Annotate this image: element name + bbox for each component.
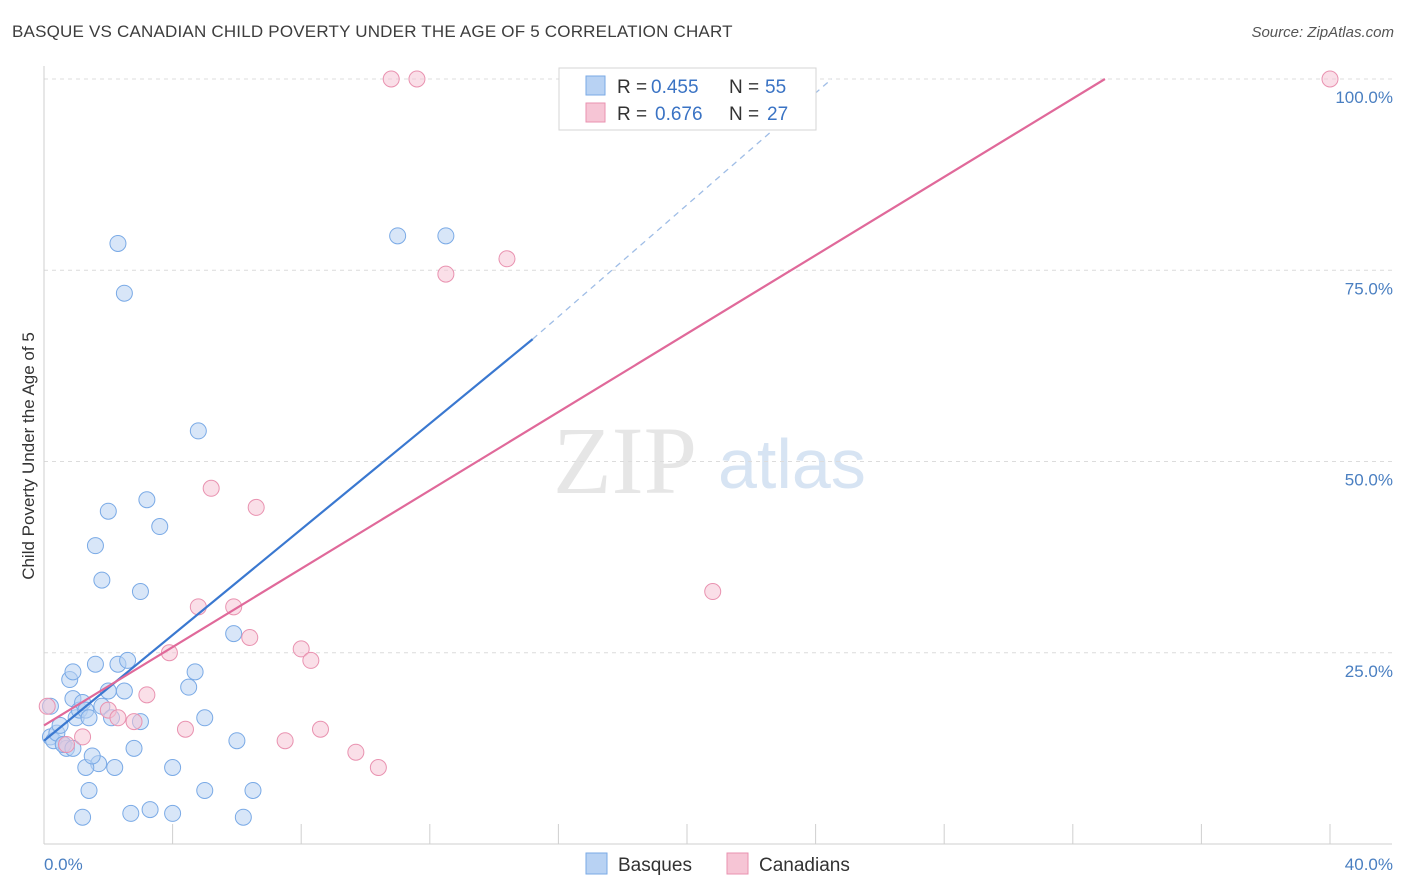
point-canadians: [74, 728, 92, 746]
point-basques: [83, 747, 101, 765]
point-basques: [189, 422, 207, 440]
series-legend-label-canadians: Canadians: [759, 855, 850, 876]
point-basques: [106, 759, 124, 776]
point-basques: [138, 491, 156, 509]
legend-r-value-basques: 0.455: [651, 77, 699, 98]
series-legend-swatch-basques: [585, 852, 608, 875]
watermark-atlas: atlas: [718, 425, 866, 503]
point-canadians: [38, 697, 56, 715]
point-canadians: [202, 479, 220, 497]
y-tick-labels: 25.0% 50.0% 75.0% 100.0%: [1335, 88, 1393, 681]
legend-r-value-canadians: 0.676: [655, 104, 703, 125]
point-basques: [151, 518, 169, 536]
x-tick-labels: 0.0% 40.0%: [44, 855, 1393, 874]
point-canadians: [125, 713, 143, 731]
trend-line-basques: [43, 338, 534, 742]
legend-n-value-canadians: 27: [767, 104, 788, 125]
point-basques: [437, 227, 455, 245]
point-basques: [228, 732, 246, 750]
point-basques: [86, 537, 104, 555]
series-legend-label-basques: Basques: [618, 855, 692, 876]
point-basques: [122, 804, 140, 822]
point-basques: [244, 781, 262, 799]
point-canadians: [437, 265, 455, 283]
x-tick-label: 40.0%: [1345, 855, 1393, 874]
point-canadians: [189, 598, 207, 616]
series-legend: Basques Canadians: [585, 852, 850, 876]
point-basques: [141, 801, 159, 819]
point-canadians: [241, 628, 259, 646]
y-tick-label: 75.0%: [1345, 279, 1393, 298]
point-basques: [115, 284, 133, 302]
point-basques: [86, 655, 104, 673]
point-canadians: [408, 70, 426, 88]
watermark: ZIP atlas: [553, 407, 866, 514]
legend-swatch-canadians: [585, 102, 606, 123]
point-basques: [131, 583, 149, 601]
point-canadians: [498, 250, 516, 268]
point-basques: [225, 625, 243, 643]
point-canadians: [369, 759, 387, 776]
point-basques: [99, 502, 117, 520]
y-tick-label: 50.0%: [1345, 471, 1393, 490]
point-basques: [64, 663, 82, 681]
point-basques: [80, 709, 98, 727]
point-basques: [74, 808, 92, 826]
trend-line-canadians: [43, 78, 1106, 727]
y-tick-label: 25.0%: [1345, 662, 1393, 681]
point-canadians: [225, 598, 243, 616]
legend-n-label-canadians: N =: [729, 104, 759, 125]
legend-n-value-basques: 55: [765, 77, 786, 98]
point-basques: [234, 808, 252, 826]
point-canadians: [58, 736, 76, 754]
point-basques: [180, 678, 198, 696]
point-basques: [109, 234, 127, 252]
series-basques-points: [41, 227, 455, 826]
series-legend-swatch-canadians: [726, 852, 749, 875]
point-canadians: [704, 583, 722, 601]
point-canadians: [1321, 70, 1339, 88]
point-basques: [119, 651, 137, 669]
y-axis-label: Child Poverty Under the Age of 5: [19, 332, 38, 580]
source-credit: Source: ZipAtlas.com: [1251, 24, 1394, 41]
y-tick-label: 100.0%: [1335, 88, 1393, 107]
axes: [43, 66, 1392, 845]
point-canadians: [311, 720, 329, 738]
point-basques: [115, 682, 133, 700]
point-basques: [93, 571, 111, 589]
point-canadians: [292, 640, 310, 658]
point-basques: [186, 663, 204, 681]
point-basques: [164, 759, 182, 776]
point-canadians: [138, 686, 156, 704]
point-canadians: [347, 743, 365, 761]
legend-n-label-basques: N =: [729, 77, 759, 98]
point-canadians: [176, 720, 194, 738]
point-basques: [196, 709, 214, 727]
legend-r-label-canadians: R =: [617, 104, 647, 125]
chart-title: BASQUE VS CANADIAN CHILD POVERTY UNDER T…: [12, 22, 733, 41]
correlation-legend: R = 0.455 N = 55 R = 0.676 N = 27: [558, 67, 817, 131]
legend-swatch-basques: [585, 75, 606, 96]
point-canadians: [247, 498, 265, 516]
legend-r-label-basques: R =: [617, 77, 647, 98]
point-basques: [125, 739, 143, 757]
grid-lines: [44, 78, 1392, 654]
point-basques: [80, 781, 98, 799]
point-canadians: [382, 70, 400, 88]
point-canadians: [302, 651, 320, 669]
point-basques: [164, 804, 182, 822]
point-canadians: [109, 709, 127, 727]
point-basques: [196, 781, 214, 799]
point-canadians: [276, 732, 294, 750]
x-tick-label: 0.0%: [44, 855, 83, 874]
point-basques: [389, 227, 407, 245]
watermark-zip: ZIP: [553, 407, 697, 514]
